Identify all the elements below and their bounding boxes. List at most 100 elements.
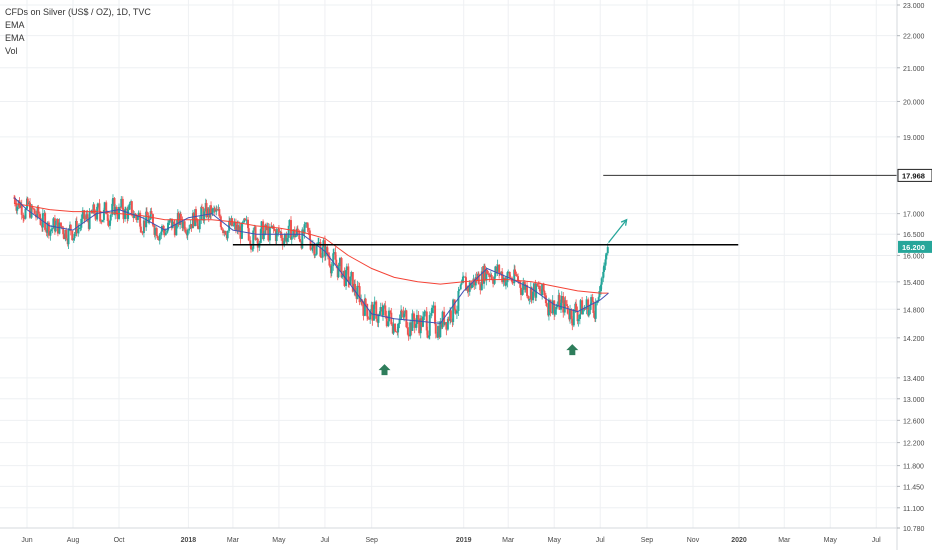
candle-body (219, 216, 222, 227)
candle-body (30, 206, 33, 218)
candle-body (600, 278, 603, 285)
candle-body (537, 285, 540, 287)
candle-body (392, 323, 395, 334)
candle-body (298, 231, 301, 240)
candle-body (513, 269, 516, 275)
up-arrow-marker-icon[interactable] (566, 344, 579, 356)
time-tick-label: Jun (21, 537, 32, 544)
candle-body (281, 238, 284, 246)
candle-body (602, 265, 605, 272)
candle-body (428, 315, 431, 336)
candle-body (493, 276, 496, 284)
legend-ema-slow[interactable]: EMA (5, 33, 25, 43)
candle-body (562, 296, 565, 313)
candle-body (488, 274, 491, 278)
candle-body (587, 299, 590, 316)
candle-body (218, 209, 221, 217)
candle-body (228, 220, 231, 226)
candle-body (507, 271, 510, 273)
candle-body (371, 304, 374, 321)
candle-body (430, 313, 433, 316)
candle-body (477, 273, 480, 285)
candle-body (94, 213, 97, 220)
candle-body (243, 218, 246, 220)
candle-body (205, 202, 208, 218)
candle-body (468, 282, 471, 292)
candle-body (265, 224, 268, 231)
candle-body (599, 284, 602, 292)
candle-body (605, 253, 608, 260)
candle-body (49, 231, 52, 236)
candle-body (464, 276, 467, 278)
time-axis[interactable]: Jun Aug Oct 2018 Mar May Jul Sep 2019 Mar May Jul Se… (0, 527, 897, 544)
candle-body (326, 252, 329, 257)
candle-body (490, 275, 493, 280)
candle-body (130, 201, 133, 215)
legend-title[interactable]: CFDs on Silver (US$ / OZ), 1D, TVC (5, 7, 151, 17)
candle-body (339, 258, 342, 267)
price-axis[interactable]: 23.000 22.000 21.000 20.000 19.000 17.000 16.5… (896, 0, 932, 550)
legend-ema-fast[interactable]: EMA (5, 20, 25, 30)
candle-body (311, 244, 314, 249)
candle-body (400, 310, 403, 313)
time-tick-label: Jul (320, 537, 329, 544)
candle-body (80, 218, 83, 228)
candle-body (88, 211, 91, 229)
ema-fast-line (13, 197, 609, 324)
candle-body (570, 309, 573, 319)
time-tick-label: Mar (502, 537, 515, 544)
candle-body (149, 211, 152, 220)
candle-series (13, 194, 609, 341)
candle-body (241, 222, 244, 224)
trend-arrow-shaft[interactable] (608, 219, 628, 244)
candle-body (551, 300, 554, 314)
candle-body (16, 206, 19, 211)
candle-body (303, 224, 306, 234)
candle-body (350, 272, 353, 277)
candle-body (504, 282, 507, 286)
candle-body (591, 297, 594, 302)
time-tick-label: Jul (872, 537, 881, 544)
candle-body (543, 290, 546, 296)
candle-body (428, 335, 431, 338)
candle-body (99, 211, 102, 222)
candle-body (597, 297, 600, 301)
candle-body (106, 214, 109, 221)
candle-body (457, 290, 460, 311)
time-tick-label: Sep (365, 537, 378, 544)
legend-volume[interactable]: Vol (5, 46, 18, 56)
chart-legend: CFDs on Silver (US$ / OZ), 1D, TVC EMA E… (5, 6, 151, 58)
candle-body (437, 326, 440, 338)
candle-body (415, 315, 418, 325)
candle-body (431, 307, 434, 314)
candle-body (262, 221, 265, 239)
price-tick-label: 14.800 (903, 307, 925, 314)
trend-arrow-head-icon (620, 218, 628, 226)
time-tick-label: 2019 (456, 537, 472, 544)
candle-body (517, 281, 520, 283)
time-tick-label: Oct (114, 537, 125, 544)
candle-body (458, 289, 461, 291)
candle-body (515, 274, 518, 277)
candle-body (384, 305, 387, 316)
candle-body (47, 222, 50, 236)
candle-body (423, 311, 426, 317)
candle-body (439, 321, 442, 338)
candle-body (521, 289, 524, 295)
candle-body (69, 224, 72, 231)
up-arrow-marker-icon[interactable] (378, 364, 391, 376)
candle-body (569, 309, 572, 320)
candle-body (590, 297, 593, 305)
candle-body (259, 229, 262, 243)
candle-body (413, 318, 416, 328)
candle-body (197, 226, 200, 230)
candle-body (188, 228, 191, 231)
candle-body (22, 218, 25, 220)
candle-body (556, 306, 559, 308)
candle-body (111, 203, 114, 215)
candle-body (103, 202, 106, 210)
candle-body (520, 287, 523, 295)
price-tick-label: 10.780 (903, 526, 925, 533)
candle-body (501, 271, 504, 283)
